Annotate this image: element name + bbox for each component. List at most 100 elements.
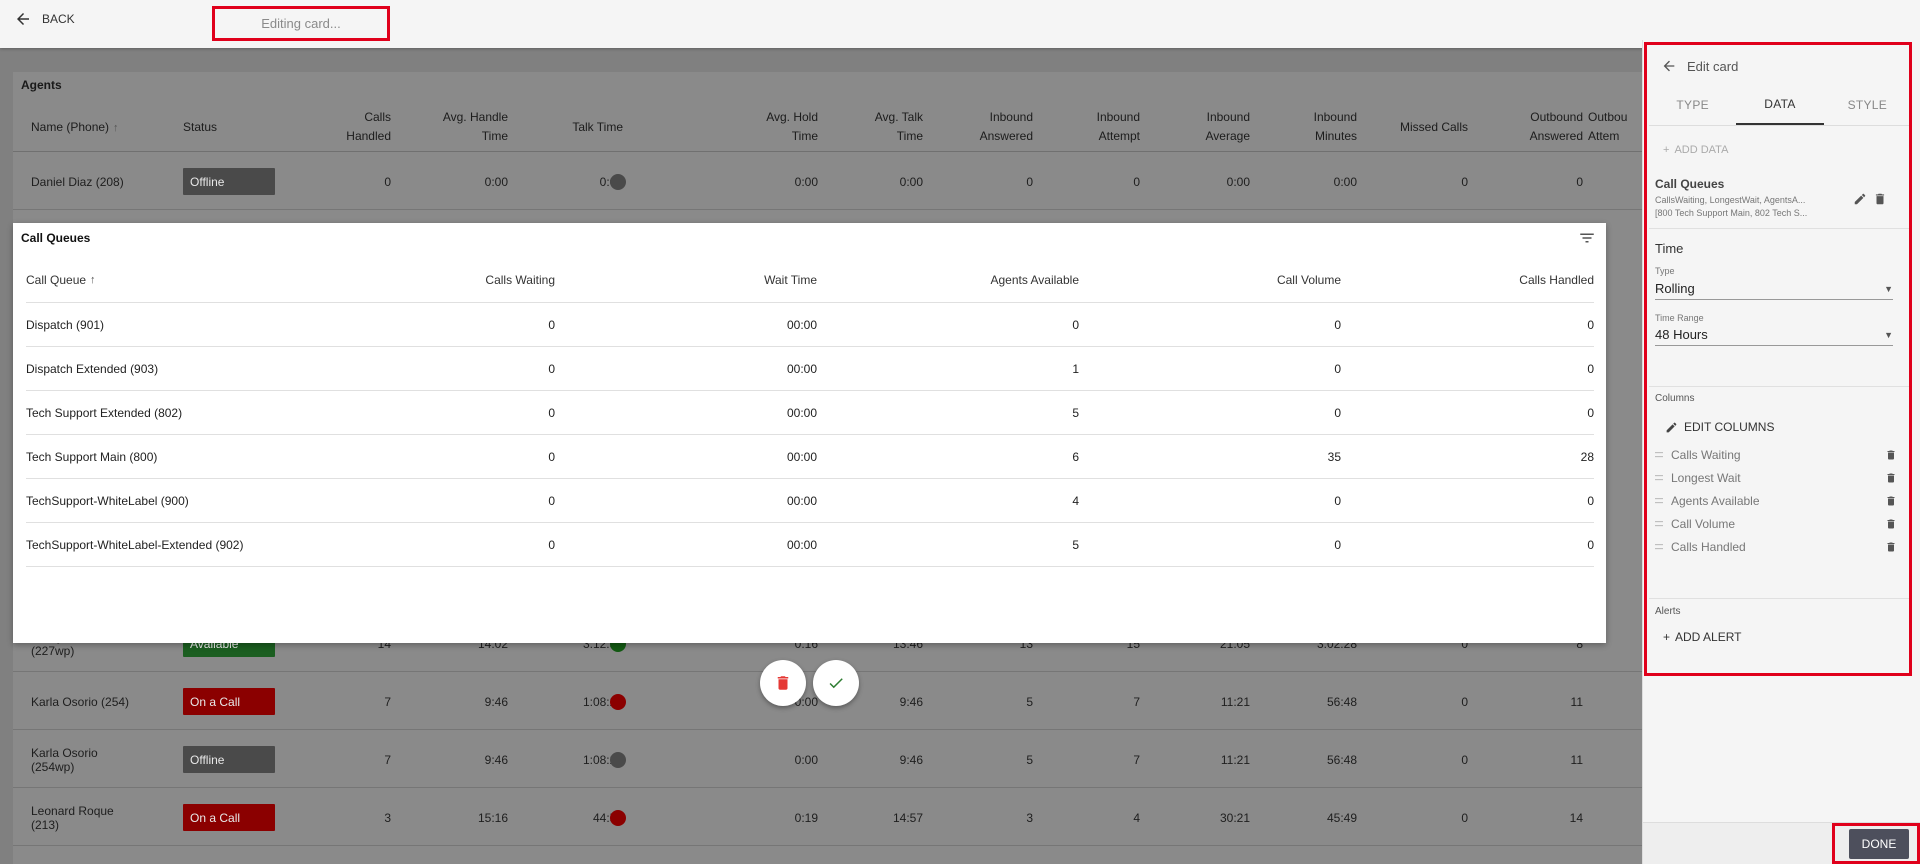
call-queues-cell: 00:00 <box>786 361 817 376</box>
tab-style[interactable]: STYLE <box>1847 97 1888 112</box>
call-queues-column-header[interactable]: Call Volume <box>1276 273 1341 287</box>
agents-column-header[interactable]: Avg. Hold Time <box>766 110 818 143</box>
column-list-item[interactable]: — — Calls Waiting <box>1655 444 1897 466</box>
trash-icon[interactable] <box>1885 495 1897 507</box>
table-row[interactable]: TechSupport-WhiteLabel-Extended (902) 0 00… <box>26 523 1594 567</box>
agents-cell: 11:21 <box>1220 752 1250 767</box>
call-queues-cell: 00:00 <box>786 493 817 508</box>
call-queues-cell: 0 <box>1072 317 1079 332</box>
status-dot-icon <box>610 751 626 768</box>
table-row[interactable]: Dispatch Extended (903) 0 00:00 1 0 0 <box>26 347 1594 391</box>
call-queues-column-header[interactable]: Calls Handled <box>1519 273 1594 287</box>
table-row[interactable]: Daniel Diaz (208) Offline 0 0:00 0:00 0:00 0:0… <box>13 153 1642 210</box>
table-row[interactable]: Dispatch (901) 0 00:00 0 0 0 <box>26 303 1594 347</box>
table-row[interactable]: Tech Support Main (800) 0 00:00 6 35 28 <box>26 435 1594 479</box>
back-button[interactable]: BACK <box>14 10 75 28</box>
table-row[interactable]: Leonard Roque (213) On a Call 3 15:16 44:51 0… <box>13 789 1642 846</box>
call-queues-cell: 0 <box>1334 493 1341 508</box>
time-type-value: Rolling <box>1655 281 1695 296</box>
call-queues-card[interactable]: Call Queues Call Queue ↑ Calls Waiting Wait… <box>13 223 1606 643</box>
datasource-summary: CallsWaiting, LongestWait, AgentsA... [8… <box>1655 194 1825 220</box>
call-queues-cell: 0 <box>1587 493 1594 508</box>
table-row[interactable]: TechSupport-WhiteLabel (900) 0 00:00 4 0 0 <box>26 479 1594 523</box>
agents-column-header[interactable]: Missed Calls <box>1399 120 1468 134</box>
agents-column-header[interactable]: Calls Handled <box>346 110 391 143</box>
status-badge: Offline <box>183 168 275 195</box>
add-data-button[interactable]: + ADD DATA <box>1663 144 1728 156</box>
column-list-item[interactable]: — — Calls Handled <box>1655 536 1897 558</box>
agents-cell: 9:46 <box>899 752 923 767</box>
delete-card-button[interactable] <box>760 660 806 706</box>
call-queues-cell: Dispatch (901) <box>26 317 105 332</box>
confirm-card-button[interactable] <box>813 660 859 706</box>
call-queues-column-header[interactable]: Calls Waiting <box>485 273 555 287</box>
column-list-item[interactable]: — — Call Volume <box>1655 513 1897 535</box>
pencil-icon <box>1666 422 1677 432</box>
status-dot <box>610 153 626 210</box>
call-queues-column-header[interactable]: Wait Time <box>764 273 817 287</box>
tab-type[interactable]: TYPE <box>1676 97 1709 112</box>
drag-handle-icon[interactable]: — — <box>1655 517 1663 530</box>
agents-cell: 0:00 <box>899 174 923 189</box>
trash-icon[interactable] <box>1885 449 1897 461</box>
column-list-item[interactable]: — — Agents Available <box>1655 490 1897 512</box>
sort-ascending-icon: ↑ <box>113 122 119 134</box>
agents-column-header[interactable]: Inbound Average <box>1205 110 1250 143</box>
call-queues-column-header[interactable]: Call Queue ↑ <box>26 273 96 287</box>
agents-cell: 0 <box>1133 174 1140 189</box>
agents-cell: 15:16 <box>477 810 508 825</box>
agents-column-header[interactable]: Inbound Minutes <box>1313 110 1357 143</box>
drag-handle-icon[interactable]: — — <box>1655 540 1663 553</box>
call-queues-cell: 6 <box>1072 449 1079 464</box>
edit-columns-button[interactable]: EDIT COLUMNS <box>1665 420 1774 434</box>
agents-cell: 0 <box>1461 752 1468 767</box>
drag-handle-icon[interactable]: — — <box>1655 448 1663 461</box>
agents-cell: Karla Osorio (254) <box>31 694 130 709</box>
agents-cell: Leonard Roque (213) <box>31 803 114 832</box>
trash-icon[interactable] <box>1873 192 1887 206</box>
arrow-left-icon[interactable] <box>1661 58 1677 74</box>
add-alert-button[interactable]: + ADD ALERT <box>1663 630 1741 644</box>
agents-column-header[interactable]: Outbound Answered <box>1529 110 1583 143</box>
panel-header: Edit card <box>1661 58 1738 74</box>
call-queues-column-header[interactable]: Agents Available <box>990 273 1079 287</box>
agents-cell: 0 <box>1461 694 1468 709</box>
column-label: Calls Handled <box>1671 540 1746 554</box>
trash-icon[interactable] <box>1885 518 1897 530</box>
done-button[interactable]: DONE <box>1849 829 1909 859</box>
agents-column-header[interactable]: Avg. Talk Time <box>874 110 923 143</box>
time-type-select[interactable]: Rolling ▼ <box>1655 278 1893 300</box>
agents-column-header[interactable]: Inbound Answered <box>979 110 1033 143</box>
call-queues-header: Call Queue ↑ Calls Waiting Wait Time Agents … <box>26 258 1594 303</box>
trash-icon[interactable] <box>1885 472 1897 484</box>
call-queues-cell: 0 <box>1334 405 1341 420</box>
agents-cell: Offline <box>183 153 283 210</box>
drag-handle-icon[interactable]: — — <box>1655 471 1663 484</box>
table-row[interactable]: Karla Osorio (254) On a Call 7 9:46 1:08:25 0… <box>13 673 1642 730</box>
call-queues-cell: 0 <box>548 449 555 464</box>
table-row[interactable]: Tech Support Extended (802) 0 00:00 5 0 0 <box>26 391 1594 435</box>
column-label: Agents Available <box>1671 494 1760 508</box>
agents-column-header[interactable]: Name (Phone) ↑ <box>31 120 119 134</box>
column-list-item[interactable]: — — Longest Wait <box>1655 467 1897 489</box>
agents-column-header[interactable]: Inbound Attempt <box>1096 110 1140 143</box>
agents-cell: 30:21 <box>1219 810 1250 825</box>
agents-cell: 9:46 <box>484 752 508 767</box>
top-bar: BACK Editing card... <box>0 0 1920 48</box>
agents-column-header[interactable]: Outbou Attem <box>1588 110 1628 143</box>
agents-cell: On a Call <box>183 673 283 730</box>
filter-icon[interactable] <box>1578 229 1596 247</box>
pencil-icon[interactable] <box>1853 192 1867 206</box>
arrow-left-icon <box>17 13 29 25</box>
agents-cell: 0:00 <box>1333 174 1357 189</box>
editing-card-indicator: Editing card... <box>212 6 390 41</box>
agents-column-header[interactable]: Status <box>183 120 218 134</box>
table-row[interactable]: Karla Osorio (254wp) Offline 7 9:46 1:08:25 0… <box>13 731 1642 788</box>
drag-handle-icon[interactable]: — — <box>1655 494 1663 507</box>
agents-column-header[interactable]: Talk Time <box>572 120 623 134</box>
time-range-select[interactable]: 48 Hours ▼ <box>1655 324 1893 346</box>
trash-icon[interactable] <box>1885 541 1897 553</box>
agents-column-header[interactable]: Avg. Handle Time <box>442 110 508 143</box>
tab-data[interactable]: DATA <box>1736 84 1824 125</box>
agents-cell: 0:00 <box>523 153 623 210</box>
